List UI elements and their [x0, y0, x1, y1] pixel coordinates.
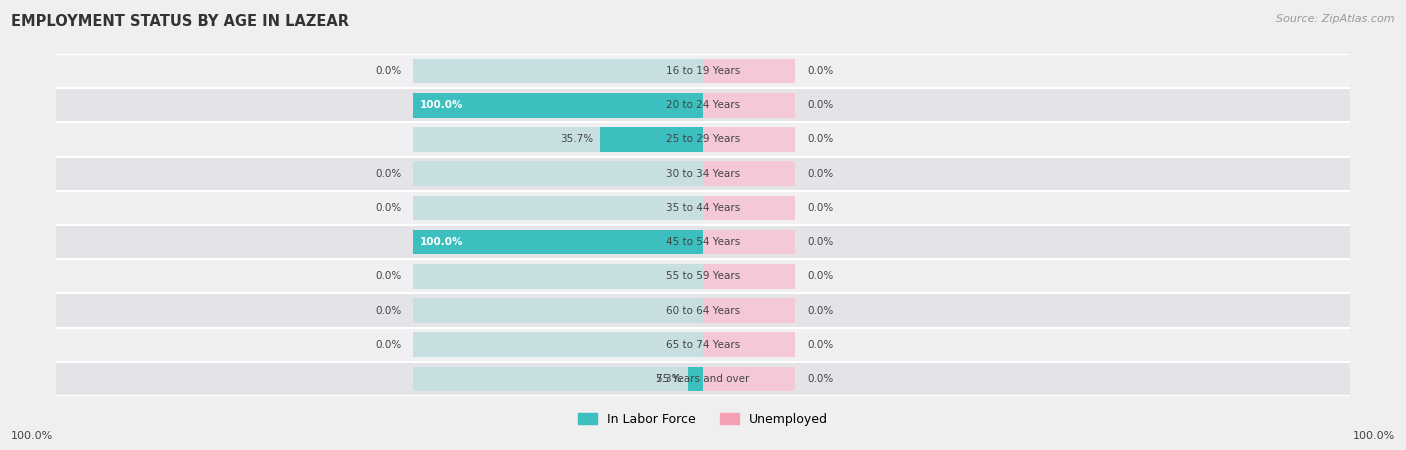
Text: 55 to 59 Years: 55 to 59 Years: [666, 271, 740, 281]
Text: 25 to 29 Years: 25 to 29 Years: [666, 135, 740, 144]
Bar: [703, 93, 796, 117]
Bar: [703, 196, 796, 220]
Text: 16 to 19 Years: 16 to 19 Years: [666, 66, 740, 76]
Bar: [56, 191, 1350, 225]
Text: 0.0%: 0.0%: [375, 66, 401, 76]
Text: 0.0%: 0.0%: [807, 135, 834, 144]
Bar: [413, 333, 703, 357]
Text: 0.0%: 0.0%: [375, 271, 401, 281]
Text: 0.0%: 0.0%: [807, 169, 834, 179]
Bar: [413, 230, 703, 254]
Text: 0.0%: 0.0%: [807, 203, 834, 213]
Bar: [688, 367, 703, 391]
Bar: [413, 127, 703, 152]
Bar: [413, 59, 703, 83]
Text: 75 Years and over: 75 Years and over: [657, 374, 749, 384]
Text: 0.0%: 0.0%: [807, 271, 834, 281]
Bar: [599, 127, 703, 152]
Text: 60 to 64 Years: 60 to 64 Years: [666, 306, 740, 315]
Bar: [56, 225, 1350, 259]
Bar: [413, 196, 703, 220]
Text: 5.3%: 5.3%: [655, 374, 682, 384]
Text: 100.0%: 100.0%: [1353, 431, 1395, 441]
Bar: [413, 298, 703, 323]
Text: 0.0%: 0.0%: [807, 66, 834, 76]
Bar: [413, 93, 703, 117]
Text: 0.0%: 0.0%: [375, 306, 401, 315]
Bar: [703, 264, 796, 288]
Text: 0.0%: 0.0%: [807, 306, 834, 315]
Text: EMPLOYMENT STATUS BY AGE IN LAZEAR: EMPLOYMENT STATUS BY AGE IN LAZEAR: [11, 14, 349, 28]
Bar: [56, 362, 1350, 396]
Bar: [413, 230, 703, 254]
Bar: [703, 230, 796, 254]
Bar: [703, 127, 796, 152]
Text: Source: ZipAtlas.com: Source: ZipAtlas.com: [1277, 14, 1395, 23]
Bar: [703, 298, 796, 323]
Bar: [703, 59, 796, 83]
Text: 100.0%: 100.0%: [11, 431, 53, 441]
Bar: [703, 162, 796, 186]
Bar: [56, 259, 1350, 293]
Text: 35 to 44 Years: 35 to 44 Years: [666, 203, 740, 213]
Legend: In Labor Force, Unemployed: In Labor Force, Unemployed: [572, 408, 834, 431]
Bar: [703, 333, 796, 357]
Text: 30 to 34 Years: 30 to 34 Years: [666, 169, 740, 179]
Bar: [413, 264, 703, 288]
Bar: [413, 162, 703, 186]
Text: 65 to 74 Years: 65 to 74 Years: [666, 340, 740, 350]
Bar: [56, 54, 1350, 88]
Text: 0.0%: 0.0%: [375, 340, 401, 350]
Text: 20 to 24 Years: 20 to 24 Years: [666, 100, 740, 110]
Bar: [56, 328, 1350, 362]
Text: 35.7%: 35.7%: [561, 135, 593, 144]
Text: 0.0%: 0.0%: [375, 203, 401, 213]
Bar: [703, 367, 796, 391]
Bar: [56, 122, 1350, 157]
Text: 0.0%: 0.0%: [375, 169, 401, 179]
Text: 0.0%: 0.0%: [807, 374, 834, 384]
Text: 0.0%: 0.0%: [807, 340, 834, 350]
Bar: [413, 93, 703, 117]
Bar: [56, 293, 1350, 328]
Text: 0.0%: 0.0%: [807, 100, 834, 110]
Bar: [413, 367, 703, 391]
Text: 100.0%: 100.0%: [419, 100, 463, 110]
Text: 100.0%: 100.0%: [419, 237, 463, 247]
Text: 0.0%: 0.0%: [807, 237, 834, 247]
Bar: [56, 157, 1350, 191]
Text: 45 to 54 Years: 45 to 54 Years: [666, 237, 740, 247]
Bar: [56, 88, 1350, 122]
